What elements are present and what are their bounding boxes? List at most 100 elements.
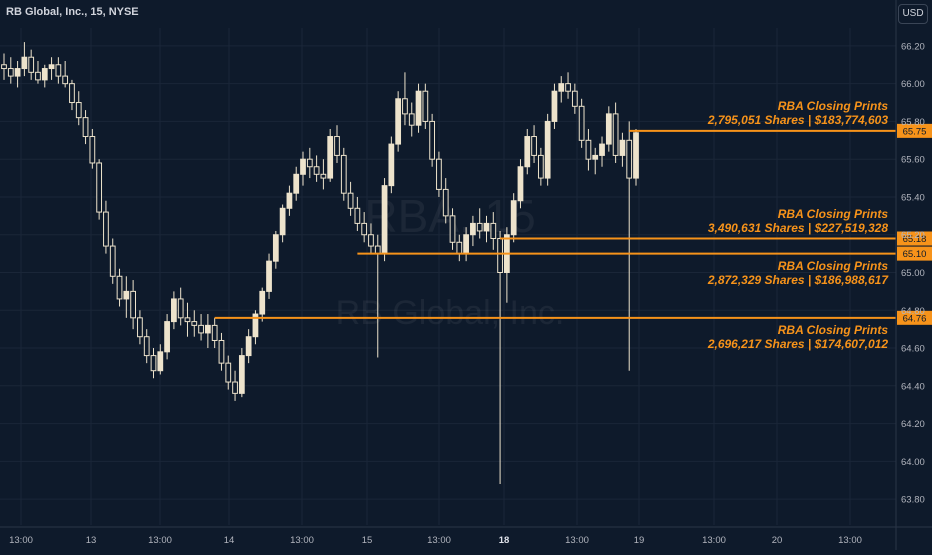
candle[interactable] [21,42,28,77]
candle[interactable] [171,291,177,330]
candle[interactable] [544,113,551,186]
candle[interactable] [612,102,619,163]
candle[interactable] [476,208,483,239]
candle[interactable] [211,317,218,349]
candle[interactable] [218,332,225,371]
candle[interactable] [422,83,429,129]
candle[interactable] [599,136,605,167]
candle[interactable] [245,329,252,364]
candle[interactable] [483,215,490,243]
candle[interactable] [429,113,436,167]
candle[interactable] [402,72,408,126]
candle[interactable] [565,72,571,99]
candle[interactable] [605,106,612,152]
candle[interactable] [177,287,184,326]
candle[interactable] [204,314,211,349]
candle[interactable] [41,64,48,88]
candle[interactable] [381,178,388,262]
candle[interactable] [96,159,103,220]
candle[interactable] [395,91,402,152]
candle[interactable] [354,196,361,231]
candle[interactable] [449,208,456,250]
candle[interactable] [571,83,578,114]
candle[interactable] [14,60,21,88]
candle[interactable] [48,57,55,80]
candle[interactable] [279,204,286,243]
candle[interactable] [524,128,531,175]
candle[interactable] [7,57,14,84]
candle[interactable] [619,132,626,167]
candle[interactable] [306,147,313,179]
candle[interactable] [585,128,592,171]
candle[interactable] [300,151,306,186]
candle[interactable] [327,128,334,182]
candle[interactable] [415,83,422,133]
candle[interactable] [286,185,293,216]
price-level-tag [897,123,932,138]
candle[interactable] [266,253,272,299]
candle[interactable] [225,355,232,390]
candle[interactable] [28,49,35,80]
candle[interactable] [69,79,75,111]
currency-button[interactable]: USD [898,4,928,24]
candle[interactable] [103,200,109,254]
candle-body [89,136,96,164]
candle[interactable] [558,76,565,103]
candle[interactable] [164,314,170,360]
candle[interactable] [123,276,130,318]
candle[interactable] [490,212,497,250]
candle[interactable] [1,53,7,80]
candle[interactable] [510,193,517,243]
candle[interactable] [531,125,537,163]
candle[interactable] [368,223,374,254]
candle[interactable] [293,166,300,201]
candle[interactable] [232,370,238,401]
candle[interactable] [578,98,585,148]
candle[interactable] [157,344,164,375]
candle[interactable] [340,147,347,201]
candle[interactable] [238,348,245,398]
candle[interactable] [320,159,327,190]
candle[interactable] [313,155,320,182]
candle[interactable] [470,215,476,247]
candle[interactable] [198,314,204,341]
candle[interactable] [150,348,157,379]
candle[interactable] [408,102,415,137]
candle[interactable] [626,121,633,371]
candle[interactable] [137,310,143,345]
candle[interactable] [592,147,599,175]
candle[interactable] [334,125,340,163]
candle[interactable] [497,230,503,485]
candle[interactable] [62,60,69,88]
candle[interactable] [143,329,150,364]
candle[interactable] [272,230,279,269]
candle[interactable] [551,83,558,129]
candle[interactable] [537,147,544,186]
candle[interactable] [633,128,639,186]
price-level-title: RBA Closing Prints [778,259,889,273]
candle[interactable] [388,136,395,194]
candle[interactable] [517,159,524,209]
candle[interactable] [191,310,198,337]
candle[interactable] [252,310,259,345]
candle[interactable] [75,91,82,126]
candle[interactable] [82,110,89,145]
candle[interactable] [130,280,136,330]
candle[interactable] [259,287,266,322]
candle[interactable] [361,212,368,243]
candle[interactable] [55,57,62,84]
candle[interactable] [89,128,96,169]
candle[interactable] [184,302,191,337]
candle[interactable] [35,60,41,84]
candle[interactable] [347,181,354,216]
candle[interactable] [116,268,123,307]
candle[interactable] [109,238,116,284]
candle[interactable] [442,178,449,224]
candle[interactable] [436,151,442,197]
